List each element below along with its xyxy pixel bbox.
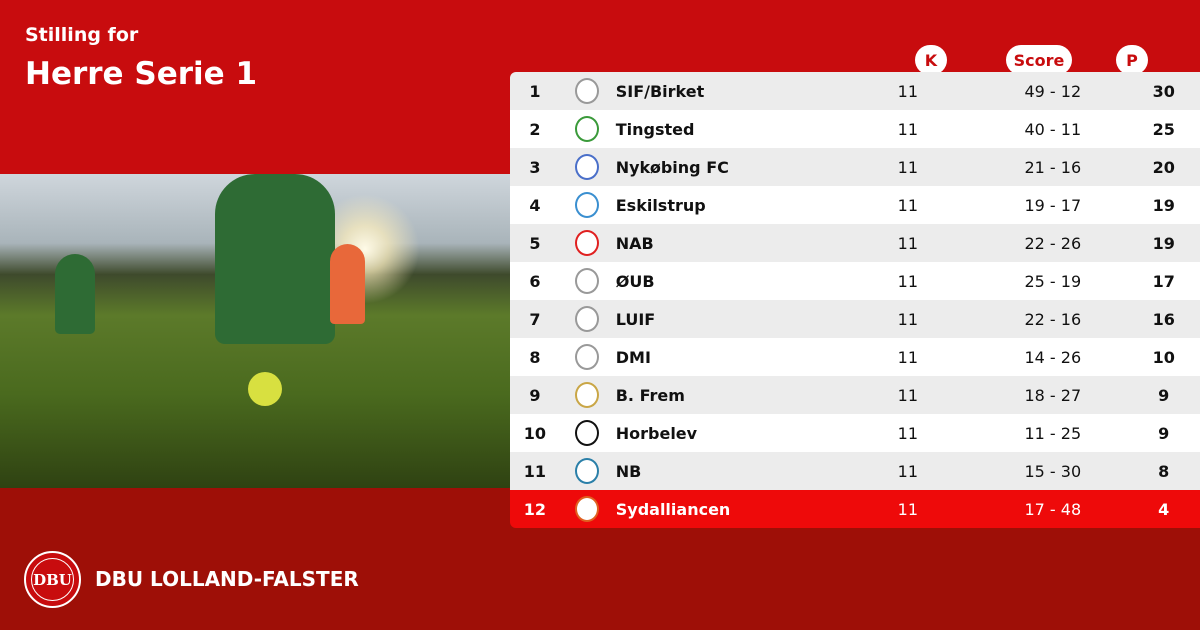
position: 3 bbox=[529, 157, 541, 177]
team-name: Tingsted bbox=[615, 119, 695, 139]
position: 11 bbox=[523, 461, 547, 481]
points: 4 bbox=[1158, 499, 1170, 519]
goal-score: 18 - 27 bbox=[1024, 385, 1082, 405]
dbu-emblem-logo: DBU bbox=[24, 551, 81, 608]
goal-score: 14 - 26 bbox=[1024, 347, 1082, 367]
table-row[interactable]: 3 Nykøbing FC 11 21 - 16 20 bbox=[510, 148, 1200, 186]
table-row[interactable]: 10 Horbelev 11 11 - 25 9 bbox=[510, 414, 1200, 452]
emblem-text: DBU bbox=[33, 570, 72, 589]
table-row[interactable]: 9 B. Frem 11 18 - 27 9 bbox=[510, 376, 1200, 414]
team-name: NB bbox=[615, 461, 642, 481]
football-photo bbox=[0, 174, 510, 488]
player bbox=[215, 174, 335, 344]
matches-played: 11 bbox=[897, 271, 919, 291]
goal-score: 11 - 25 bbox=[1024, 423, 1082, 443]
subtitle: Stilling for bbox=[25, 24, 139, 46]
table-row[interactable]: 7 LUIF 11 22 - 16 16 bbox=[510, 300, 1200, 338]
ball bbox=[248, 372, 282, 406]
matches-played: 11 bbox=[897, 81, 919, 101]
team-logo-icon bbox=[574, 458, 599, 484]
table-row[interactable]: 1 SIF/Birket 11 49 - 12 30 bbox=[510, 72, 1200, 110]
matches-played: 11 bbox=[897, 309, 919, 329]
table-row[interactable]: 4 Eskilstrup 11 19 - 17 19 bbox=[510, 186, 1200, 224]
table-row[interactable]: 2 Tingsted 11 40 - 11 25 bbox=[510, 110, 1200, 148]
goal-score: 40 - 11 bbox=[1024, 119, 1082, 139]
team-name: B. Frem bbox=[615, 385, 685, 405]
position: 7 bbox=[529, 309, 541, 329]
points: 16 bbox=[1152, 309, 1175, 329]
table-row[interactable]: 8 DMI 11 14 - 26 10 bbox=[510, 338, 1200, 376]
points: 17 bbox=[1152, 271, 1175, 291]
team-logo-icon bbox=[574, 154, 599, 180]
position: 6 bbox=[529, 271, 541, 291]
matches-played: 11 bbox=[897, 385, 919, 405]
points: 9 bbox=[1158, 423, 1170, 443]
goal-score: 25 - 19 bbox=[1024, 271, 1082, 291]
points: 20 bbox=[1152, 157, 1175, 177]
matches-played: 11 bbox=[897, 499, 919, 519]
team-name: SIF/Birket bbox=[615, 81, 705, 101]
column-header-p[interactable]: P bbox=[1116, 45, 1148, 75]
points: 25 bbox=[1152, 119, 1175, 139]
table-row[interactable]: 12 Sydalliancen 11 17 - 48 4 bbox=[510, 490, 1200, 528]
matches-played: 11 bbox=[897, 157, 919, 177]
team-logo-icon bbox=[574, 306, 599, 332]
matches-played: 11 bbox=[897, 119, 919, 139]
page-title: Herre Serie 1 bbox=[25, 56, 258, 92]
organization-name: DBU LOLLAND-FALSTER bbox=[95, 567, 359, 591]
team-logo-icon bbox=[574, 268, 599, 294]
team-logo-icon bbox=[574, 382, 599, 408]
matches-played: 11 bbox=[897, 461, 919, 481]
player bbox=[330, 244, 365, 324]
table-row[interactable]: 5 NAB 11 22 - 26 19 bbox=[510, 224, 1200, 262]
goal-score: 15 - 30 bbox=[1024, 461, 1082, 481]
points: 19 bbox=[1152, 233, 1175, 253]
team-name: Nykøbing FC bbox=[615, 157, 729, 177]
matches-played: 11 bbox=[897, 347, 919, 367]
matches-played: 11 bbox=[897, 423, 919, 443]
matches-played: 11 bbox=[897, 195, 919, 215]
matches-played: 11 bbox=[897, 233, 919, 253]
position: 1 bbox=[529, 81, 541, 101]
goal-score: 22 - 26 bbox=[1024, 233, 1082, 253]
team-logo-icon bbox=[574, 116, 599, 142]
points: 19 bbox=[1152, 195, 1175, 215]
table-row[interactable]: 11 NB 11 15 - 30 8 bbox=[510, 452, 1200, 490]
team-name: Eskilstrup bbox=[615, 195, 706, 215]
goal-score: 22 - 16 bbox=[1024, 309, 1082, 329]
points: 30 bbox=[1152, 81, 1175, 101]
position: 10 bbox=[523, 423, 547, 443]
team-logo-icon bbox=[574, 192, 599, 218]
team-logo-icon bbox=[574, 78, 599, 104]
position: 5 bbox=[529, 233, 541, 253]
team-name: NAB bbox=[615, 233, 654, 253]
team-name: ØUB bbox=[615, 271, 655, 291]
position: 2 bbox=[529, 119, 541, 139]
goal-score: 17 - 48 bbox=[1024, 499, 1082, 519]
column-header-k[interactable]: K bbox=[915, 45, 947, 75]
points: 9 bbox=[1158, 385, 1170, 405]
team-logo-icon bbox=[574, 420, 599, 446]
points: 8 bbox=[1158, 461, 1170, 481]
table-row[interactable]: 6 ØUB 11 25 - 19 17 bbox=[510, 262, 1200, 300]
goal-score: 19 - 17 bbox=[1024, 195, 1082, 215]
team-name: LUIF bbox=[615, 309, 656, 329]
position: 4 bbox=[529, 195, 541, 215]
team-logo-icon bbox=[574, 496, 599, 522]
team-name: Horbelev bbox=[615, 423, 698, 443]
standings-table: 1 SIF/Birket 11 49 - 12 30 2 Tingsted 11 … bbox=[510, 72, 1200, 528]
position: 12 bbox=[523, 499, 547, 519]
position: 8 bbox=[529, 347, 541, 367]
points: 10 bbox=[1152, 347, 1175, 367]
column-header-score[interactable]: Score bbox=[1006, 45, 1072, 75]
player bbox=[55, 254, 95, 334]
team-name: Sydalliancen bbox=[615, 499, 731, 519]
goal-score: 21 - 16 bbox=[1024, 157, 1082, 177]
position: 9 bbox=[529, 385, 541, 405]
goal-score: 49 - 12 bbox=[1024, 81, 1082, 101]
team-logo-icon bbox=[574, 344, 599, 370]
team-name: DMI bbox=[615, 347, 651, 367]
team-logo-icon bbox=[574, 230, 599, 256]
